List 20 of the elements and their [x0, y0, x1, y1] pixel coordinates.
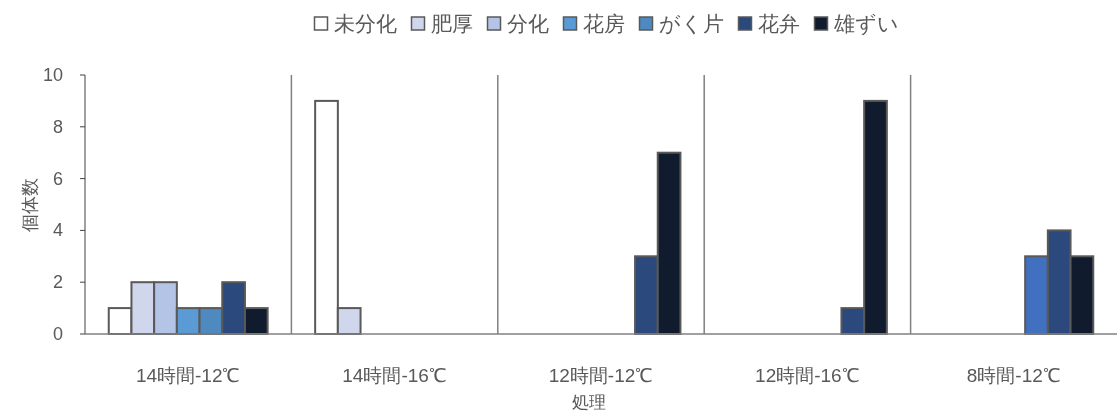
y-tick-label: 6 — [52, 168, 63, 189]
legend-label: 未分化 — [333, 12, 397, 35]
legend-label: 肥厚 — [430, 12, 473, 35]
legend-label: 花房 — [582, 12, 625, 35]
legend-label: 分化 — [506, 12, 549, 35]
y-axis-title: 個体数 — [20, 177, 40, 232]
y-tick-label: 10 — [42, 65, 63, 85]
x-tick-label: 12時間-16℃ — [755, 365, 860, 386]
x-axis-title: 処理 — [572, 393, 606, 411]
y-tick-label: 4 — [52, 220, 63, 241]
y-tick-label: 8 — [52, 116, 63, 137]
y-tick-label: 0 — [52, 324, 63, 344]
x-tick-label: 14時間-12℃ — [135, 365, 241, 386]
y-tick-label: 2 — [52, 272, 63, 293]
legend-label: がく片 — [658, 12, 724, 35]
legend-label: 花弁 — [757, 12, 800, 35]
x-tick-label: 12時間-12℃ — [548, 365, 654, 386]
x-tick-label: 14時間-16℃ — [342, 365, 447, 386]
legend-label: 雄ずい — [832, 12, 899, 36]
x-tick-label: 8時間-12℃ — [966, 365, 1061, 386]
